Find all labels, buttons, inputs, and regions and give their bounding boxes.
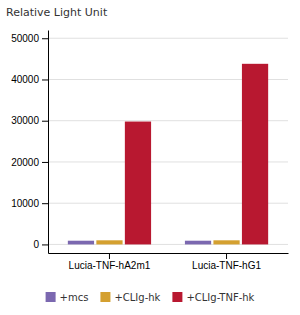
bar: [125, 122, 151, 245]
legend-item: +mcs: [46, 292, 89, 303]
tick-label: Lucia-TNF-hA2m1: [69, 260, 151, 271]
legend-label: +CLIg-TNF-hk: [186, 292, 254, 303]
series: [125, 64, 268, 245]
legend-swatch: [46, 292, 56, 302]
chart: 0 10000 20000 30000 40000 50000 Lucia-TNF-hA2m…: [0, 0, 300, 315]
grid: [48, 38, 288, 244]
bar: [96, 240, 122, 244]
tick: 20000: [11, 157, 48, 168]
bar: [242, 64, 268, 245]
tick-label: Lucia-TNF-hG1: [192, 260, 261, 271]
axis-line: [49, 253, 289, 254]
legend-label: +mcs: [60, 292, 89, 303]
tick: 40000: [11, 74, 48, 85]
tick-mark: [226, 253, 227, 259]
tick-mark: [42, 79, 48, 80]
bar: [185, 241, 211, 245]
legend-swatch: [172, 292, 182, 302]
tick: 50000: [11, 33, 48, 44]
tick-label: 40000: [11, 74, 39, 85]
x-axis: Lucia-TNF-hA2m1 Lucia-TNF-hG1: [49, 253, 289, 271]
tick-mark: [42, 244, 48, 245]
tick-label: 50000: [11, 33, 39, 44]
legend-swatch: [100, 292, 110, 302]
legend-item: +CLIg-TNF-hk: [172, 292, 254, 303]
axis-line: [48, 31, 49, 254]
tick-label: 0: [33, 239, 39, 250]
legend-label: +CLIg-hk: [114, 292, 160, 303]
plot: 0 10000 20000 30000 40000 50000 Lucia-TNF-hA2m…: [11, 31, 288, 272]
y-axis: 0 10000 20000 30000 40000 50000: [11, 31, 48, 254]
y-label: Relative Light Unit: [6, 6, 108, 19]
tick-label: 10000: [11, 198, 39, 209]
tick: 10000: [11, 198, 48, 209]
bar: [68, 241, 94, 245]
tick-mark: [42, 203, 48, 204]
tick-mark: [42, 162, 48, 163]
tick-mark: [42, 121, 48, 122]
bar: [213, 240, 239, 244]
grid-line: [48, 38, 288, 39]
legend: +mcs +CLIg-hk +CLIg-TNF-hk: [46, 292, 255, 303]
tick: Lucia-TNF-hA2m1: [69, 253, 151, 271]
tick: 0: [33, 239, 48, 250]
tick-label: 20000: [11, 157, 39, 168]
tick-mark: [109, 253, 110, 259]
tick: 30000: [11, 115, 48, 126]
tick: Lucia-TNF-hG1: [192, 253, 261, 271]
series: [96, 240, 239, 244]
legend-item: +CLIg-hk: [100, 292, 160, 303]
bars: [68, 64, 268, 245]
tick-mark: [42, 38, 48, 39]
tick-label: 30000: [11, 115, 39, 126]
